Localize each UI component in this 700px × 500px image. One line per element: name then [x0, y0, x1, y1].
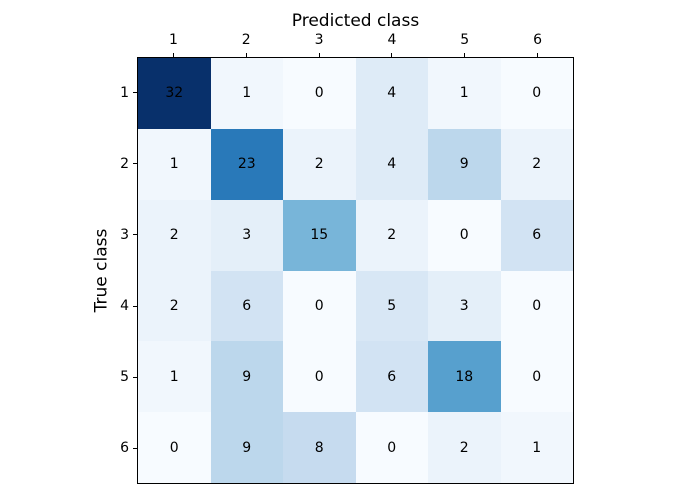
cell-value: 0	[532, 368, 542, 385]
cell-value: 0	[314, 85, 324, 102]
x-axis-tick-mark	[245, 53, 247, 57]
cell-value: 2	[387, 227, 397, 244]
y-tick-label: 2	[120, 155, 129, 172]
y-axis-tick-mark	[133, 163, 137, 165]
cell-value: 0	[387, 439, 397, 456]
cell-value: 2	[314, 156, 324, 173]
heatmap-cell: 6	[500, 199, 573, 271]
heatmap-cell: 9	[210, 412, 283, 483]
cell-value: 1	[169, 368, 179, 385]
heatmap-cell: 0	[283, 58, 356, 129]
cell-value: 1	[532, 439, 542, 456]
heatmap-cell: 9	[210, 341, 283, 413]
cell-value: 1	[169, 156, 179, 173]
cell-value: 9	[242, 368, 252, 385]
heatmap-cell: 4	[355, 58, 428, 129]
cell-value: 1	[242, 85, 252, 102]
x-axis-tick-mark	[537, 53, 539, 57]
heatmap-cell: 2	[428, 412, 501, 483]
heatmap-cell: 6	[355, 341, 428, 413]
cell-value: 5	[387, 297, 397, 314]
heatmap-cell: 0	[138, 412, 211, 483]
heatmap-cell: 5	[355, 270, 428, 342]
x-axis-tick-mark	[318, 53, 320, 57]
x-axis-tick-mark	[391, 53, 393, 57]
cell-value: 15	[310, 227, 329, 244]
x-tick-label: 5	[460, 32, 470, 48]
x-tick-label: 2	[241, 32, 251, 48]
cell-value: 0	[314, 297, 324, 314]
cell-value: 0	[169, 439, 179, 456]
heatmap-cell: 4	[355, 128, 428, 200]
heatmap-cell: 0	[500, 270, 573, 342]
heatmap-cell: 0	[355, 412, 428, 483]
cell-value: 9	[459, 156, 469, 173]
cell-value: 0	[459, 227, 469, 244]
x-tick-label: 6	[533, 32, 543, 48]
y-axis-tick-mark	[133, 376, 137, 378]
cell-value: 4	[387, 156, 397, 173]
y-axis-tick-mark	[133, 447, 137, 449]
heatmap-plot: 32 1 0 4 1 0 1 23 2 4 9 2 2 3 15 2 0 6 2 6 0 5 3 0 1 9 0 6 18 0 0 9 8 0 2 1	[137, 57, 574, 484]
cell-value: 18	[455, 368, 474, 385]
y-tick-label: 6	[120, 440, 129, 457]
heatmap-cell: 3	[428, 270, 501, 342]
heatmap-cell: 2	[138, 270, 211, 342]
heatmap-cell: 1	[210, 58, 283, 129]
heatmap-cell: 32	[138, 58, 211, 129]
heatmap-cell: 1	[138, 341, 211, 413]
x-tick-label: 3	[314, 32, 324, 48]
cell-value: 3	[459, 297, 469, 314]
heatmap-cell: 2	[500, 128, 573, 200]
cell-value: 23	[237, 156, 256, 173]
heatmap-cell: 0	[428, 199, 501, 271]
y-axis-tick-mark	[133, 305, 137, 307]
heatmap-cell: 6	[210, 270, 283, 342]
x-tick-label: 4	[387, 32, 397, 48]
heatmap-cell: 0	[500, 58, 573, 129]
heatmap-cell: 1	[500, 412, 573, 483]
cell-value: 8	[314, 439, 324, 456]
x-tick-label: 1	[168, 32, 178, 48]
cell-value: 0	[532, 297, 542, 314]
y-tick-label: 5	[120, 369, 129, 386]
cell-value: 32	[165, 85, 184, 102]
heatmap-cell: 3	[210, 199, 283, 271]
heatmap-cell: 8	[283, 412, 356, 483]
heatmap-cell: 15	[283, 199, 356, 271]
heatmap-cell: 23	[210, 128, 283, 200]
cell-value: 4	[387, 85, 397, 102]
heatmap-cell: 0	[283, 270, 356, 342]
cell-value: 6	[387, 368, 397, 385]
x-axis-tick-mark	[172, 53, 174, 57]
cell-value: 6	[532, 227, 542, 244]
heatmap-cell: 1	[428, 58, 501, 129]
x-axis-title: Predicted class	[291, 11, 420, 31]
heatmap-cell: 1	[138, 128, 211, 200]
y-tick-label: 4	[120, 298, 129, 315]
heatmap-cell: 9	[428, 128, 501, 200]
cell-value: 2	[169, 297, 179, 314]
cell-value: 2	[459, 439, 469, 456]
heatmap-cell: 0	[283, 341, 356, 413]
x-axis-tick-mark	[464, 53, 466, 57]
heatmap-cell: 18	[428, 341, 501, 413]
y-tick-label: 3	[120, 226, 129, 243]
cell-value: 2	[532, 156, 542, 173]
heatmap-cell: 2	[138, 199, 211, 271]
y-axis-tick-mark	[133, 92, 137, 94]
cell-value: 6	[242, 297, 252, 314]
y-tick-label: 1	[120, 84, 129, 101]
heatmap-cell: 0	[500, 341, 573, 413]
cell-value: 1	[459, 85, 469, 102]
cell-value: 0	[532, 85, 542, 102]
cell-value: 9	[242, 439, 252, 456]
heatmap-cell: 2	[283, 128, 356, 200]
cell-value: 2	[169, 227, 179, 244]
cell-value: 3	[242, 227, 252, 244]
cell-value: 0	[314, 368, 324, 385]
heatmap-cell: 2	[355, 199, 428, 271]
y-axis-tick-mark	[133, 234, 137, 236]
